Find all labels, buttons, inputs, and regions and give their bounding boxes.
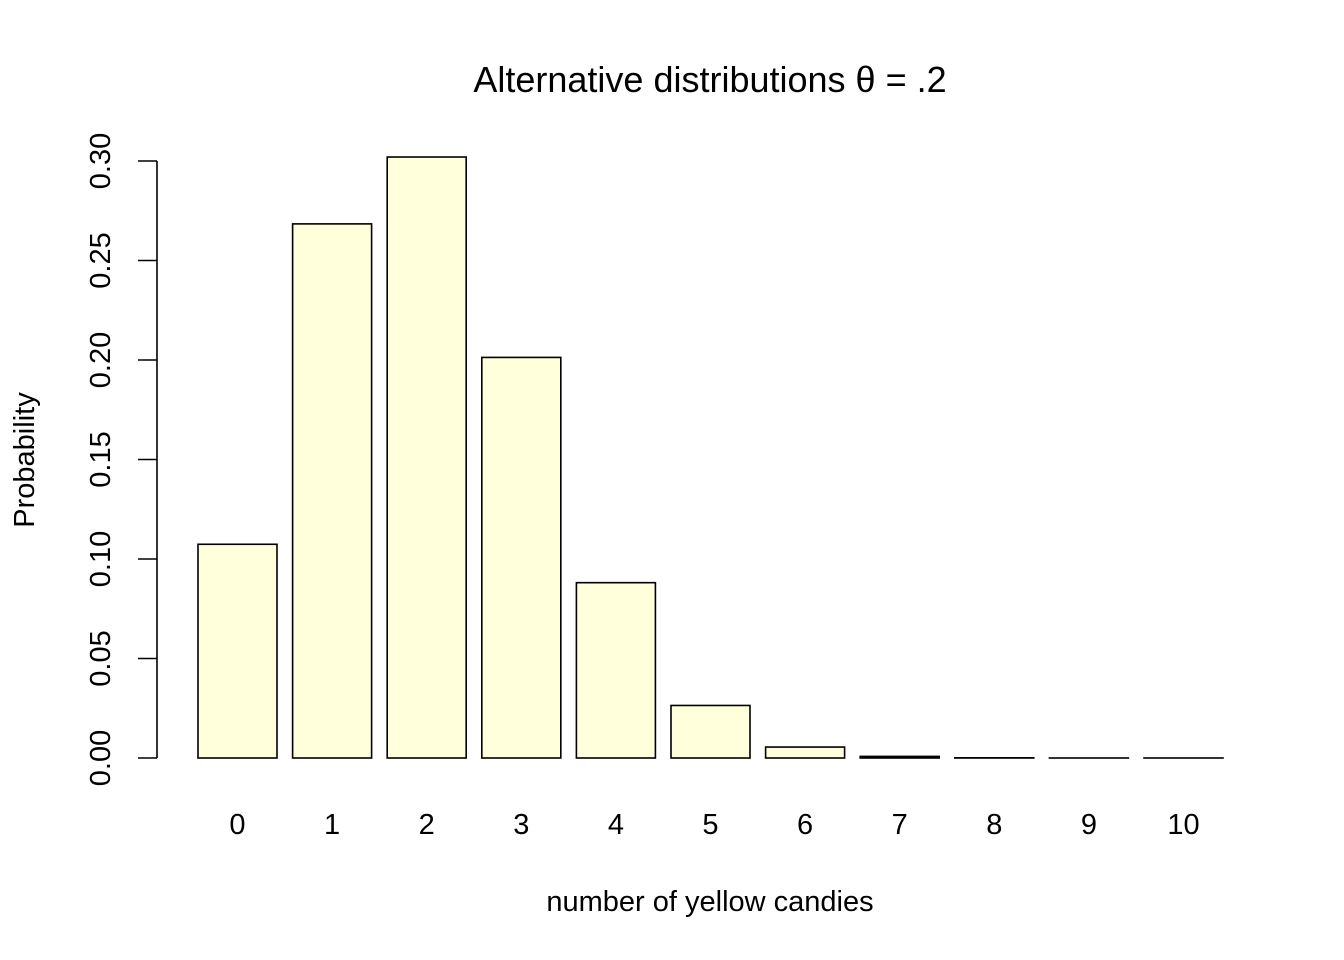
y-tick-label: 0.05 [85, 630, 117, 686]
x-tick-label: 8 [986, 809, 1002, 841]
y-tick-label: 0.15 [85, 431, 117, 487]
x-tick-label: 6 [797, 809, 813, 841]
x-tick-label: 4 [608, 809, 624, 841]
x-tick-labels: 0 1 2 3 4 5 6 7 8 9 10 [229, 809, 1199, 841]
y-tick-label: 0.25 [85, 232, 117, 288]
x-axis-label: number of yellow candies [546, 886, 873, 918]
x-tick-label: 9 [1081, 809, 1097, 841]
y-axis-label: Probability [9, 392, 41, 528]
bar-3 [480, 356, 562, 759]
chart-title: Alternative distributions θ = .2 [473, 59, 946, 100]
x-tick-label: 7 [892, 809, 908, 841]
bar-0 [197, 543, 278, 759]
y-tick-label: 0.00 [85, 730, 117, 786]
bar-1 [291, 223, 373, 759]
x-tick-label: 3 [513, 809, 529, 841]
bar-6 [764, 746, 846, 759]
bar-4 [575, 581, 657, 759]
y-tick-label: 0.30 [85, 133, 117, 189]
bars-group [197, 156, 1224, 759]
x-tick-label: 1 [324, 809, 340, 841]
y-tick-label: 0.10 [85, 531, 117, 587]
bar-7 [859, 755, 941, 759]
x-tick-label: 2 [419, 809, 435, 841]
y-tick-label: 0.20 [85, 332, 117, 388]
x-tick-label: 5 [702, 809, 718, 841]
bar-2 [386, 156, 468, 759]
x-tick-label: 0 [229, 809, 245, 841]
x-tick-label: 10 [1167, 809, 1199, 841]
y-axis: 0.00 0.05 0.10 0.15 0.20 0.25 0.30 [85, 133, 158, 786]
bar-5 [670, 704, 751, 759]
